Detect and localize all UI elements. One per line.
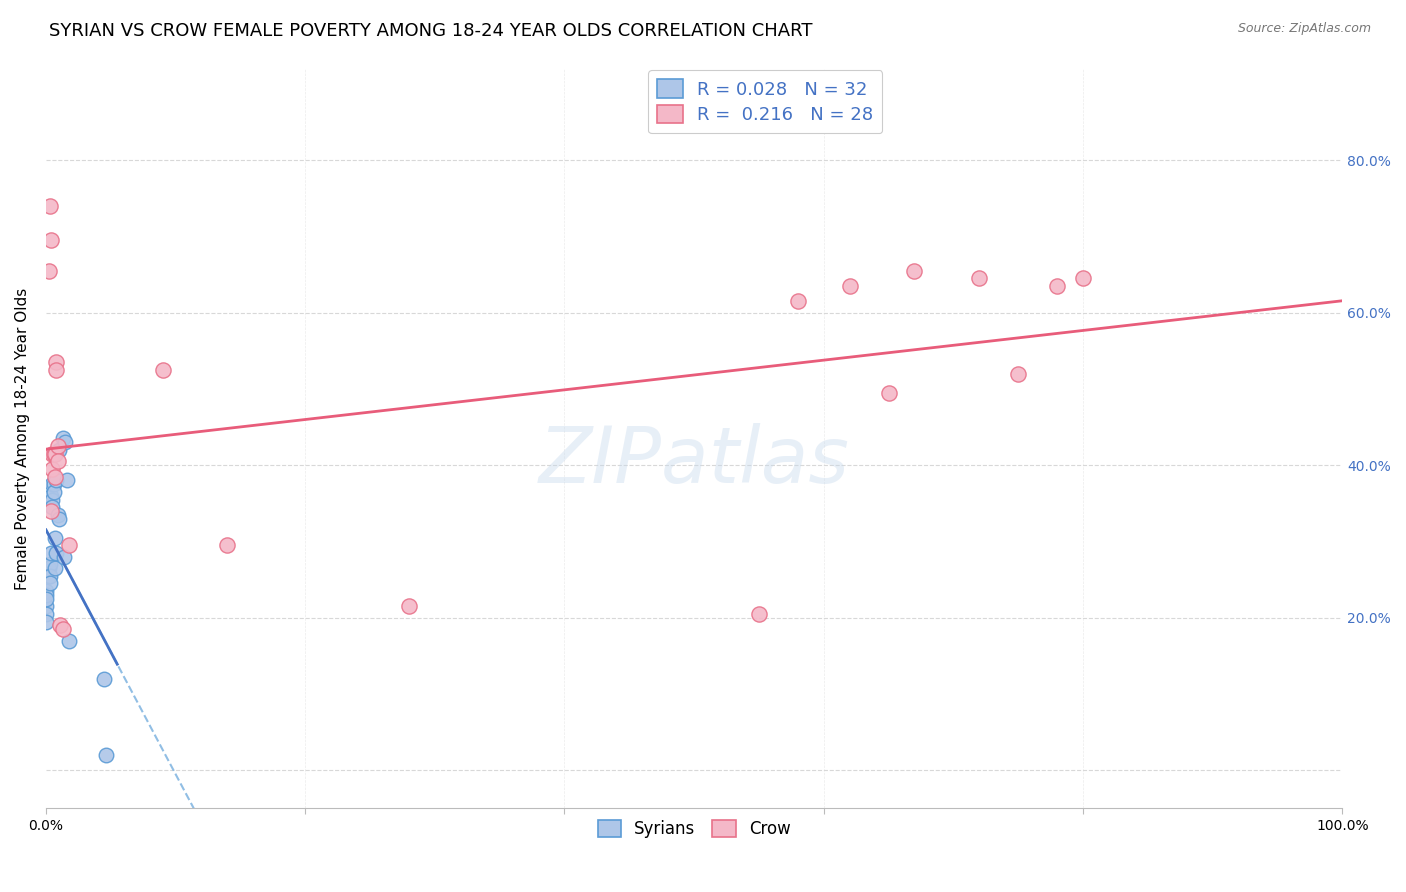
Point: [44, 561, 66, 575]
Point: [41, 492, 63, 507]
Point: [38, 263, 60, 277]
Point: [38, 561, 60, 575]
Point: [44, 531, 66, 545]
Point: [41, 477, 63, 491]
Point: [1046, 279, 1069, 293]
Legend: Syrians, Crow: Syrians, Crow: [591, 813, 797, 845]
Point: [903, 263, 925, 277]
Point: [39, 546, 62, 560]
Point: [46, 508, 69, 522]
Point: [38, 558, 60, 572]
Point: [52, 432, 75, 446]
Point: [58, 538, 80, 552]
Point: [46, 439, 69, 453]
Point: [35, 599, 58, 614]
Point: [35, 584, 58, 599]
Point: [1007, 367, 1029, 381]
Point: [217, 538, 239, 552]
Point: [42, 477, 65, 491]
Point: [1071, 271, 1094, 285]
Point: [786, 294, 808, 309]
Point: [55, 474, 77, 488]
Point: [48, 442, 70, 457]
Point: [39, 489, 62, 503]
Point: [55, 435, 77, 450]
Point: [93, 672, 115, 686]
Point: [35, 588, 58, 602]
Point: [52, 622, 75, 636]
Point: [46, 454, 69, 468]
Point: [53, 549, 76, 564]
Point: [39, 504, 62, 518]
Point: [38, 569, 60, 583]
Point: [969, 271, 991, 285]
Point: [398, 599, 420, 614]
Point: [35, 607, 58, 621]
Point: [45, 355, 67, 369]
Point: [42, 484, 65, 499]
Point: [748, 607, 770, 621]
Point: [39, 233, 62, 247]
Point: [41, 447, 63, 461]
Point: [41, 462, 63, 476]
Point: [44, 447, 66, 461]
Point: [48, 511, 70, 525]
Point: [49, 618, 72, 632]
Point: [38, 569, 60, 583]
Point: [838, 279, 860, 293]
Point: [45, 363, 67, 377]
Point: [38, 576, 60, 591]
Point: [58, 633, 80, 648]
Point: [45, 546, 67, 560]
Point: [152, 363, 174, 377]
Point: [35, 591, 58, 606]
Point: [41, 500, 63, 515]
Text: Source: ZipAtlas.com: Source: ZipAtlas.com: [1237, 22, 1371, 36]
Text: SYRIAN VS CROW FEMALE POVERTY AMONG 18-24 YEAR OLDS CORRELATION CHART: SYRIAN VS CROW FEMALE POVERTY AMONG 18-2…: [49, 22, 813, 40]
Y-axis label: Female Poverty Among 18-24 Year Olds: Female Poverty Among 18-24 Year Olds: [15, 287, 30, 590]
Point: [38, 199, 60, 213]
Point: [42, 447, 65, 461]
Text: ZIPatlas: ZIPatlas: [538, 423, 849, 499]
Point: [45, 474, 67, 488]
Point: [877, 385, 900, 400]
Point: [94, 747, 117, 762]
Point: [44, 469, 66, 483]
Point: [35, 615, 58, 629]
